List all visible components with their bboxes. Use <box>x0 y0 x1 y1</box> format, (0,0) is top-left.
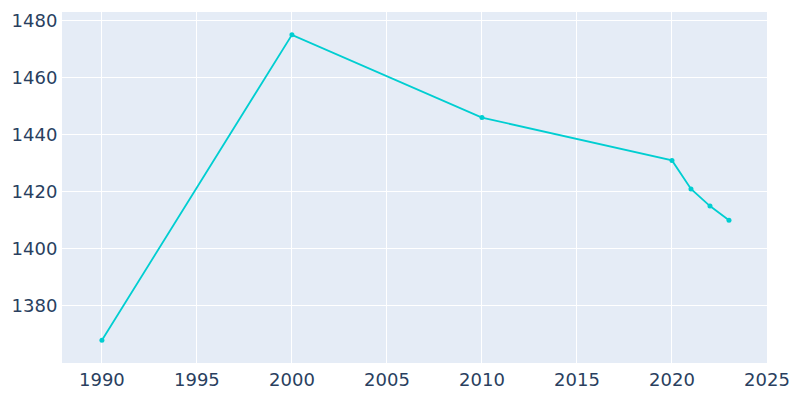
svg-text:1460: 1460 <box>12 67 58 88</box>
svg-text:2020: 2020 <box>649 369 695 390</box>
svg-text:2025: 2025 <box>744 369 790 390</box>
svg-text:1995: 1995 <box>174 369 220 390</box>
svg-text:1400: 1400 <box>12 238 58 259</box>
svg-text:1990: 1990 <box>79 369 125 390</box>
svg-text:1420: 1420 <box>12 181 58 202</box>
svg-text:2010: 2010 <box>459 369 505 390</box>
svg-text:1440: 1440 <box>12 124 58 145</box>
svg-text:1480: 1480 <box>12 10 58 31</box>
svg-text:1380: 1380 <box>12 295 58 316</box>
svg-text:2000: 2000 <box>269 369 315 390</box>
svg-text:2015: 2015 <box>554 369 600 390</box>
svg-text:2005: 2005 <box>364 369 410 390</box>
